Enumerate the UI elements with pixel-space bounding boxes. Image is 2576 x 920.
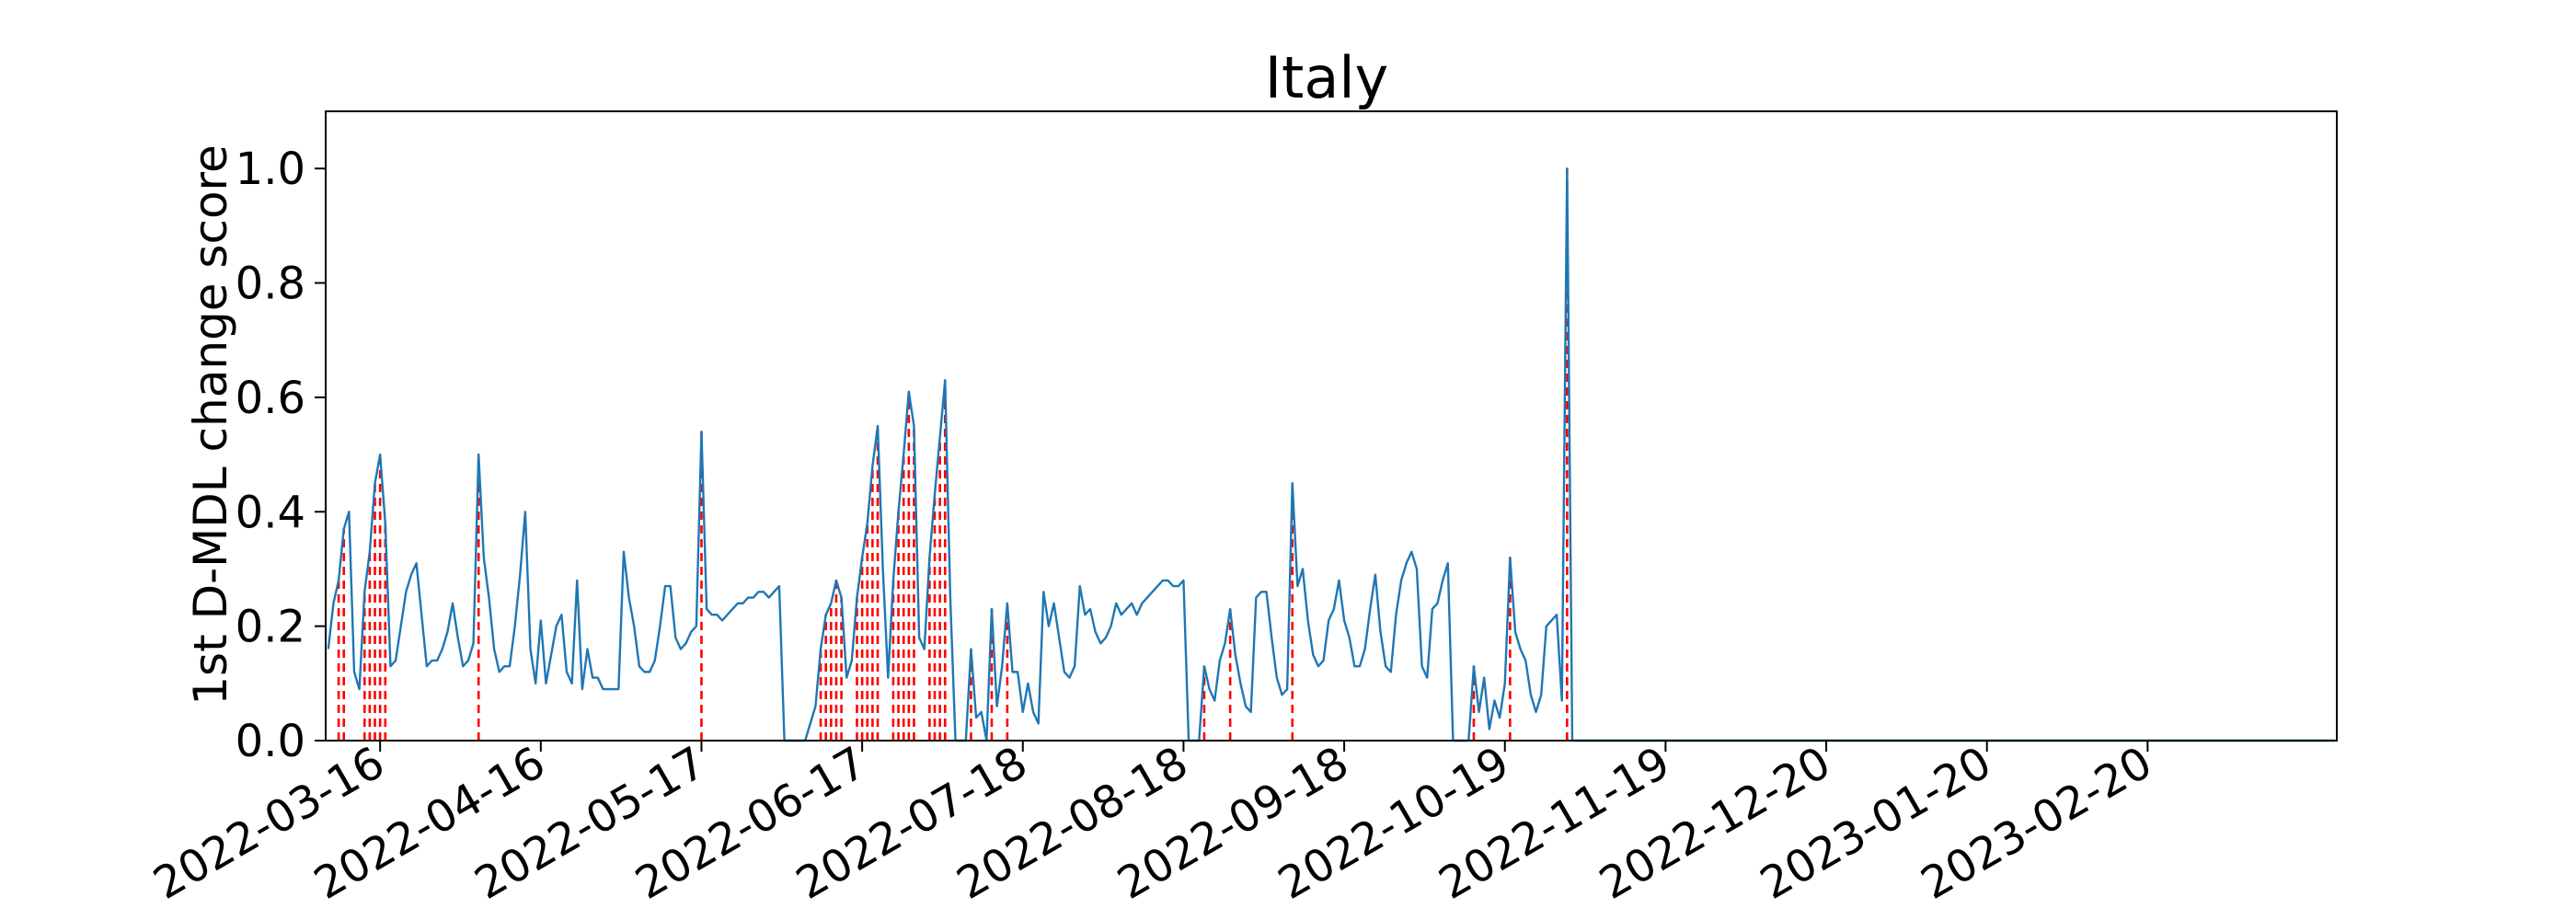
y-tick-label: 0.8 <box>236 259 305 310</box>
y-axis-label: 1st D-MDL change score <box>184 144 237 706</box>
y-tick-label: 0.6 <box>236 373 305 424</box>
y-tick-label: 0.4 <box>236 487 305 538</box>
x-axis-ticks: 2022-03-162022-04-162022-05-172022-06-17… <box>145 737 2161 910</box>
y-tick-label: 1.0 <box>236 144 305 195</box>
chart-title: Italy <box>1265 44 1389 111</box>
y-axis-ticks: 0.0 0.2 0.4 0.6 0.8 1.0 <box>236 144 326 767</box>
plot-frame <box>325 110 2338 742</box>
y-tick-label: 0.2 <box>236 602 305 653</box>
series-line <box>327 167 2335 742</box>
y-tick-label: 0.0 <box>236 716 305 767</box>
